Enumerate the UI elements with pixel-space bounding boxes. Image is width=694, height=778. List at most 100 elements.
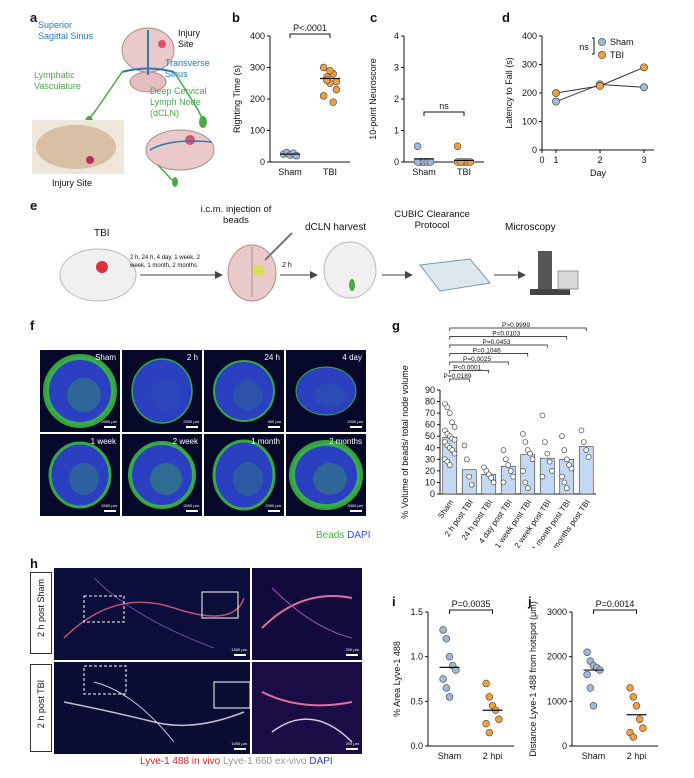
bar-point — [507, 468, 514, 474]
data-point — [326, 66, 334, 75]
dcln-right — [199, 116, 207, 128]
bar-point — [444, 404, 451, 411]
bar-point — [466, 473, 473, 480]
sagittal-sinus-side — [149, 140, 213, 151]
x-tick-label: 1 — [553, 155, 558, 165]
legend-beads: Beads — [316, 530, 345, 541]
bar-point — [563, 485, 570, 492]
arrow-4-head — [518, 271, 526, 279]
bar-point — [446, 462, 453, 468]
data-point — [442, 684, 450, 692]
data-point — [323, 76, 331, 84]
y-tick-label: 30 — [425, 454, 435, 464]
f-tile: 4 day 2000 μm — [286, 350, 366, 432]
y-tick-label: 1.0 — [410, 652, 423, 662]
bar-point — [546, 458, 553, 465]
node-beads-inner — [233, 462, 263, 496]
f-tile-label: Sham — [95, 353, 116, 362]
data-point — [466, 158, 475, 166]
legend-f: Beads DAPI — [316, 530, 370, 541]
bar-point — [468, 481, 475, 488]
f-tile: 24 h 400 μm — [204, 350, 284, 432]
arrow-2h-label: 2 h — [282, 262, 292, 269]
f-tile-image — [128, 441, 196, 509]
f-tile-scale-bar — [350, 426, 362, 428]
y-tick-label: 2000 — [547, 652, 567, 662]
f-tile-label: 2 months — [329, 437, 362, 446]
data-point — [482, 679, 490, 688]
data-point — [439, 675, 447, 683]
data-point — [485, 693, 494, 701]
pvalue-label: P>0.9999 — [502, 322, 530, 329]
node-beads-rim — [43, 354, 117, 428]
f-tile-label: 2 week — [172, 437, 198, 446]
arrow-2-head — [310, 271, 318, 279]
significance-label: ns — [439, 101, 449, 111]
pvalue-label: P=0.1046 — [473, 348, 501, 355]
legend-lyve-660: Lyve-1 660 ex-vivo — [223, 756, 307, 767]
well-plate — [419, 258, 491, 292]
pvalue-bracket — [449, 327, 587, 331]
f-tile-scale-label: 2000 μm — [265, 503, 281, 508]
data-point — [583, 670, 591, 679]
series-point — [552, 97, 560, 106]
bar-point — [559, 433, 565, 440]
panel-label-f: f — [30, 318, 35, 333]
x-tick-label: 2 hpi — [483, 751, 503, 760]
data-point — [626, 684, 634, 692]
y-tick-label: 60 — [425, 420, 435, 430]
bar-point — [488, 475, 494, 481]
bar-point — [522, 479, 529, 486]
f-tile-label: 2 h — [186, 353, 198, 362]
panel-label-g: g — [392, 318, 400, 333]
f-tile-image — [48, 441, 112, 509]
data-point — [413, 142, 422, 150]
chart-j: 0 1000 2000 3000 Distance Lyve-1 488 from ho… — [528, 600, 658, 760]
significance-label: P<.0001 — [293, 23, 327, 33]
f-tile-scale-label: 2000 μm — [183, 503, 199, 508]
panel-label-d: d — [502, 10, 510, 25]
pvalue-label: P=0.0453 — [482, 339, 510, 346]
pvalue-bracket — [449, 344, 548, 348]
x-tick-label: 2 — [597, 155, 602, 165]
label-lymphatic-vasculature: Lymphatic Vasculature — [34, 70, 81, 91]
x-axis-label: Day — [590, 168, 607, 178]
legend-marker — [598, 38, 606, 46]
arrow-1-head — [215, 271, 223, 279]
y-tick-label: 0.0 — [410, 741, 423, 751]
data-point — [495, 715, 503, 723]
legend-label: Sham — [610, 37, 634, 47]
significance-bracket — [423, 111, 465, 116]
y-tick-label: 3 — [394, 63, 399, 73]
label-transverse-sinus: Transverse Sinus — [165, 58, 210, 79]
panel-label-j: j — [528, 594, 532, 609]
node-dapi — [296, 367, 356, 415]
ns-bracket — [592, 37, 595, 55]
x-tick-label: Sham — [278, 167, 302, 177]
y-tick-label: 0 — [562, 741, 567, 751]
bar-point — [522, 439, 529, 445]
y-tick-label: 400 — [250, 31, 265, 41]
y-tick-label: 80 — [425, 397, 435, 407]
pvalue-bracket — [449, 336, 568, 340]
injury-dot-sagittal — [185, 135, 195, 145]
f-tile: 1 month 2000 μm — [204, 434, 284, 516]
data-point — [485, 728, 494, 737]
bar-point — [503, 456, 509, 463]
chart-i: 0.0 0.5 1.0 1.5 % Area Lyve-1 488 Sham 2 hpi P=… — [392, 600, 514, 760]
f-tile-scale-bar — [268, 426, 280, 428]
y-tick-label: 200 — [522, 88, 537, 98]
data-point — [632, 702, 641, 710]
y-axis-label: % Volume of beads/ total node volume — [400, 365, 410, 519]
y-tick-label: 0 — [532, 145, 537, 155]
legend-label: TBI — [610, 50, 624, 60]
row-label-tbi: 2 h post TBI — [36, 679, 46, 729]
y-tick-label: 300 — [522, 60, 537, 70]
h-tbi-zoom: 200 μm — [252, 662, 362, 754]
f-tile-scale-label: 2000 μm — [347, 419, 363, 424]
bar-point — [464, 456, 470, 463]
lymph-vessel-right — [173, 71, 203, 119]
y-tick-label: 2 — [394, 94, 399, 104]
